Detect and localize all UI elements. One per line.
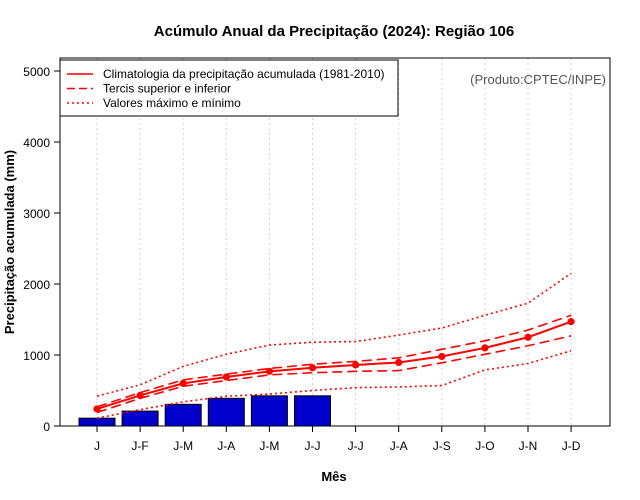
y-tick-label: 1000 bbox=[23, 349, 50, 363]
data-point bbox=[222, 373, 230, 381]
data-point bbox=[481, 344, 489, 352]
bar bbox=[294, 395, 331, 427]
x-tick-label: J-S bbox=[433, 439, 451, 453]
y-tick-label: 4000 bbox=[23, 136, 50, 150]
data-point bbox=[308, 364, 317, 372]
bar bbox=[207, 397, 245, 427]
source-annotation: (Produto:CPTEC/INPE) bbox=[470, 72, 606, 87]
series-line bbox=[96, 314, 572, 408]
data-point bbox=[265, 367, 273, 375]
bar bbox=[164, 403, 202, 427]
data-point bbox=[352, 361, 360, 369]
data-point bbox=[395, 358, 403, 367]
bar bbox=[78, 417, 116, 427]
data-point bbox=[567, 318, 575, 326]
x-tick-label: J-J bbox=[305, 439, 321, 453]
chart-title: Acúmulo Anual da Precipitação (2024): Re… bbox=[154, 23, 514, 40]
x-axis-title: Mês bbox=[321, 469, 346, 484]
data-point bbox=[524, 333, 532, 341]
x-tick-label: J-D bbox=[562, 439, 581, 453]
legend-label: Climatologia da precipitação acumulada (… bbox=[103, 67, 385, 81]
y-axis-title: Precipitação acumulada (mm) bbox=[2, 150, 17, 334]
data-point bbox=[438, 352, 446, 361]
x-tick-label: J-M bbox=[173, 439, 193, 453]
series-line bbox=[96, 272, 572, 397]
series-line bbox=[96, 320, 572, 410]
y-tick-label: 2000 bbox=[23, 278, 50, 292]
y-tick-label: 0 bbox=[43, 420, 50, 434]
x-tick-label: J-F bbox=[131, 439, 148, 453]
series-line bbox=[96, 349, 572, 419]
x-tick-label: J-O bbox=[475, 439, 494, 453]
x-tick-label: J-A bbox=[217, 439, 235, 453]
x-axis: J J-F J-M J-A J-M J-J J-J J-A J-S J-O J-N J-D bbox=[94, 426, 581, 453]
x-tick-label: J-M bbox=[259, 439, 279, 453]
y-tick-label: 5000 bbox=[23, 65, 50, 79]
y-tick-label: 3000 bbox=[23, 207, 50, 221]
legend-label: Tercis superior e inferior bbox=[103, 82, 231, 96]
x-tick-label: J-J bbox=[348, 439, 364, 453]
bar bbox=[121, 410, 159, 427]
series-line bbox=[96, 335, 572, 414]
plot-frame bbox=[59, 57, 611, 427]
legend: Climatologia da precipitação acumulada (… bbox=[59, 59, 399, 117]
x-tick-label: J-A bbox=[390, 439, 408, 453]
legend-label: Valores máximo e mínimo bbox=[103, 96, 241, 110]
bar bbox=[250, 395, 288, 427]
x-tick-label: J bbox=[94, 439, 100, 453]
legend-box bbox=[59, 59, 399, 117]
data-point bbox=[93, 405, 101, 413]
x-tick-label: J-N bbox=[519, 439, 538, 453]
lines bbox=[93, 272, 575, 419]
y-axis: 0 1000 2000 3000 4000 5000 bbox=[23, 65, 60, 434]
